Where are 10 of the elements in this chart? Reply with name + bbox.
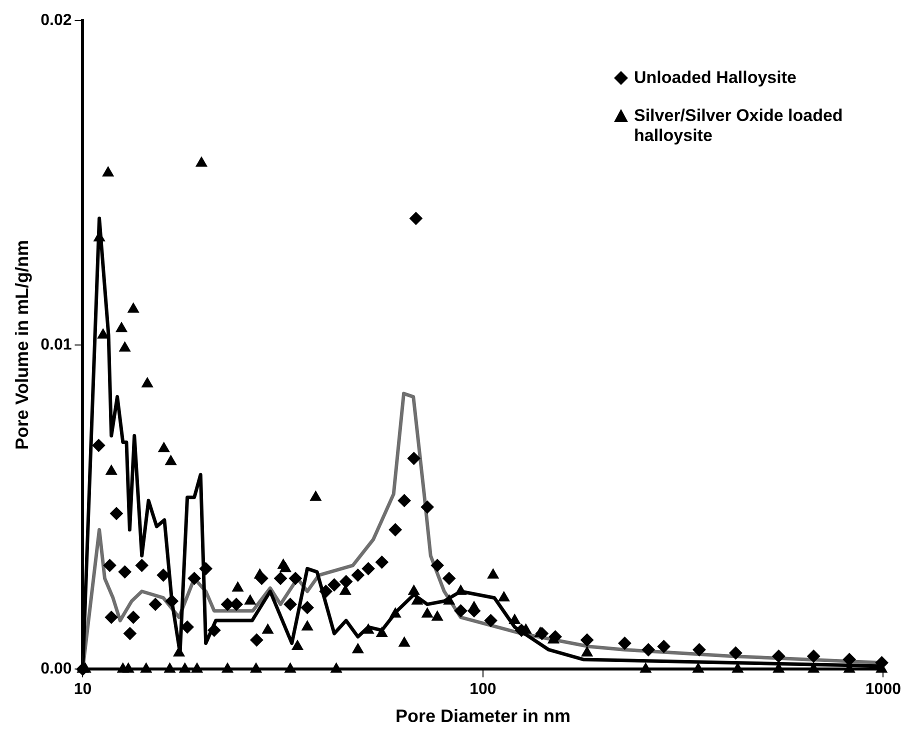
x-tick-label: 100	[470, 681, 496, 698]
legend-label: Unloaded Halloysite	[634, 68, 796, 88]
y-tick-label: 0.01	[40, 336, 72, 354]
x-tick-label: 1000	[865, 681, 902, 698]
x-tick-label: 10	[74, 681, 92, 698]
x-axis-title: Pore Diameter in nm	[395, 706, 571, 726]
y-axis-title: Pore Volume in mL/g/nm	[12, 240, 32, 450]
legend-label: Silver/Silver Oxide loaded halloysite	[634, 106, 844, 146]
y-tick-label: 0.02	[40, 12, 72, 30]
y-tick-label: 0.00	[40, 660, 72, 678]
